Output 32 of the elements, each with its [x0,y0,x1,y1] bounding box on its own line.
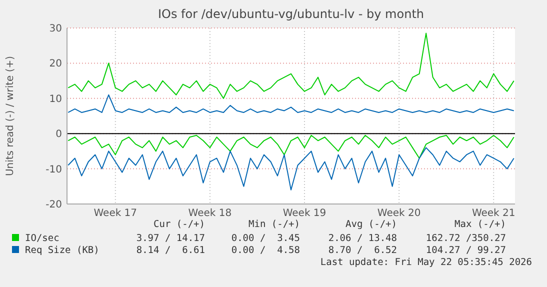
text: 0.00 / 4.58 [231,245,300,256]
text: 8.70 / 6.52 [328,245,397,256]
line-series [68,32,514,99]
x-tick-label: Week 20 [377,208,421,219]
text: 3.97 / 14.17 [136,233,205,244]
y-tick-label: 0 [56,129,62,140]
y-tick-label: 30 [49,24,62,34]
text: 162.72 /350.27 [426,233,506,244]
line-series [68,147,514,190]
text: Min (-/+) [248,219,300,230]
x-tick-label: Week 21 [472,208,516,219]
text: 2.06 / 13.48 [328,233,398,244]
y-tick-label: 20 [49,58,62,70]
legend-label: IO/sec [25,233,60,244]
x-tick-label: Week 18 [188,208,232,219]
y-tick-label: 10 [49,94,62,105]
x-tick-label: Week 19 [282,208,326,219]
y-tick-label: -10 [46,164,62,176]
line-series [68,134,514,159]
x-tick-label: Week 17 [94,208,138,219]
text: Max (-/+) [454,219,506,230]
legend-label: Req Size (KB) [25,245,100,256]
y-tick-label: -20 [46,200,62,210]
text: Cur (-/+) [154,219,205,230]
y-axis-title: Units read (-) / write (+) [5,56,16,176]
text: 8.14 / 6.61 [136,245,206,256]
line-series [68,94,514,113]
text: Avg (-/+) [346,219,397,230]
text: 104.27 / 99.27 [426,245,506,256]
chart-title: IOs for /dev/ubuntu-vg/ubuntu-lv - by month [158,7,424,21]
text: Last update: Fri May 22 05:35:45 2026 [320,257,532,268]
text: 0.00 / 3.45 [231,233,300,244]
